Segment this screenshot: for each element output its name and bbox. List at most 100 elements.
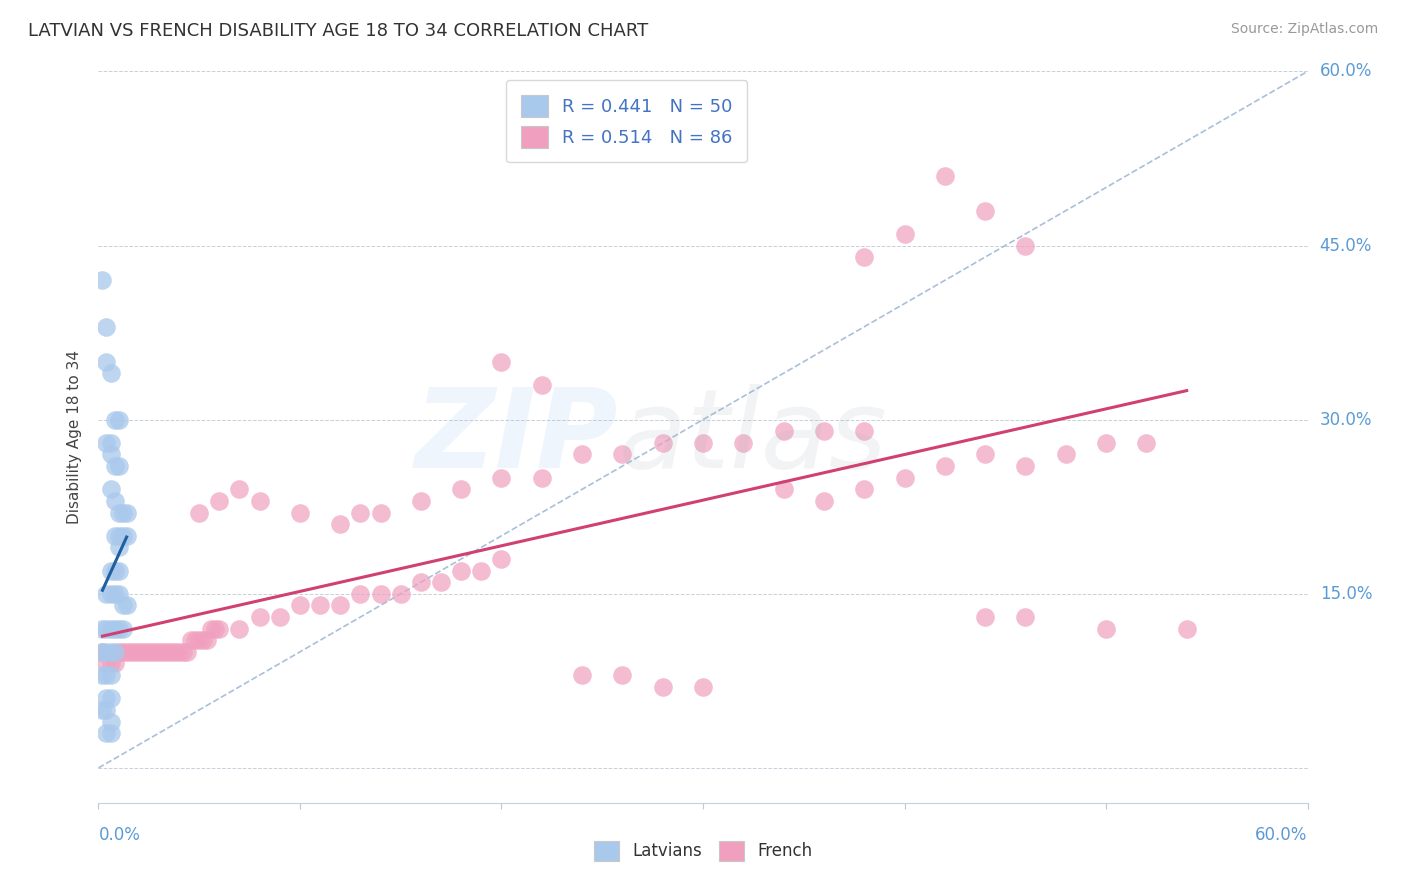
- Point: [853, 483, 876, 497]
- Point: [208, 494, 231, 508]
- Point: [91, 622, 114, 636]
- Point: [96, 703, 118, 717]
- Point: [96, 436, 118, 450]
- Point: [228, 483, 250, 497]
- Point: [96, 726, 118, 740]
- Point: [100, 691, 122, 706]
- Point: [100, 366, 122, 380]
- Point: [132, 645, 155, 659]
- Point: [107, 541, 129, 555]
- Point: [96, 668, 118, 682]
- Point: [530, 377, 553, 392]
- Point: [100, 726, 122, 740]
- Point: [103, 564, 125, 578]
- Point: [813, 494, 835, 508]
- Point: [571, 448, 593, 462]
- Point: [491, 354, 513, 368]
- Text: atlas: atlas: [619, 384, 887, 491]
- Point: [612, 448, 634, 462]
- Text: 60.0%: 60.0%: [1256, 826, 1308, 844]
- Point: [103, 459, 125, 474]
- Y-axis label: Disability Age 18 to 34: Disability Age 18 to 34: [67, 350, 83, 524]
- Point: [111, 529, 134, 543]
- Point: [893, 471, 915, 485]
- Point: [96, 657, 118, 671]
- Point: [160, 645, 183, 659]
- Point: [530, 471, 553, 485]
- Point: [370, 587, 392, 601]
- Point: [103, 412, 125, 426]
- Point: [91, 645, 114, 659]
- Text: Source: ZipAtlas.com: Source: ZipAtlas.com: [1230, 22, 1378, 37]
- Point: [288, 599, 311, 613]
- Point: [91, 645, 114, 659]
- Point: [100, 564, 122, 578]
- Point: [96, 645, 118, 659]
- Point: [156, 645, 179, 659]
- Text: 30.0%: 30.0%: [1320, 410, 1372, 429]
- Point: [692, 436, 714, 450]
- Point: [96, 319, 118, 334]
- Point: [249, 494, 271, 508]
- Point: [813, 424, 835, 438]
- Point: [91, 273, 114, 287]
- Point: [152, 645, 174, 659]
- Point: [853, 250, 876, 264]
- Point: [692, 680, 714, 694]
- Point: [143, 645, 166, 659]
- Point: [103, 587, 125, 601]
- Text: 60.0%: 60.0%: [1320, 62, 1372, 80]
- Point: [115, 529, 138, 543]
- Point: [974, 448, 997, 462]
- Point: [100, 448, 122, 462]
- Point: [195, 633, 218, 648]
- Point: [228, 622, 250, 636]
- Point: [269, 610, 291, 624]
- Point: [974, 610, 997, 624]
- Point: [1175, 622, 1198, 636]
- Text: 45.0%: 45.0%: [1320, 236, 1372, 254]
- Point: [100, 668, 122, 682]
- Point: [96, 691, 118, 706]
- Point: [349, 587, 371, 601]
- Point: [96, 622, 118, 636]
- Point: [91, 668, 114, 682]
- Point: [934, 459, 956, 474]
- Point: [163, 645, 186, 659]
- Point: [204, 622, 226, 636]
- Point: [188, 506, 211, 520]
- Point: [107, 412, 129, 426]
- Text: 0.0%: 0.0%: [98, 826, 141, 844]
- Text: ZIP: ZIP: [415, 384, 619, 491]
- Point: [107, 529, 129, 543]
- Point: [107, 587, 129, 601]
- Point: [491, 471, 513, 485]
- Point: [974, 203, 997, 218]
- Point: [450, 564, 472, 578]
- Point: [103, 645, 125, 659]
- Point: [115, 645, 138, 659]
- Point: [96, 354, 118, 368]
- Point: [107, 459, 129, 474]
- Point: [409, 575, 432, 590]
- Point: [107, 622, 129, 636]
- Point: [115, 506, 138, 520]
- Point: [651, 680, 673, 694]
- Point: [91, 703, 114, 717]
- Point: [128, 645, 150, 659]
- Point: [571, 668, 593, 682]
- Point: [370, 506, 392, 520]
- Point: [103, 494, 125, 508]
- Point: [772, 483, 794, 497]
- Point: [309, 599, 332, 613]
- Point: [249, 610, 271, 624]
- Point: [470, 564, 492, 578]
- Point: [184, 633, 207, 648]
- Point: [111, 622, 134, 636]
- Point: [200, 622, 222, 636]
- Point: [1014, 610, 1036, 624]
- Point: [1054, 448, 1077, 462]
- Point: [148, 645, 170, 659]
- Point: [172, 645, 194, 659]
- Point: [103, 657, 125, 671]
